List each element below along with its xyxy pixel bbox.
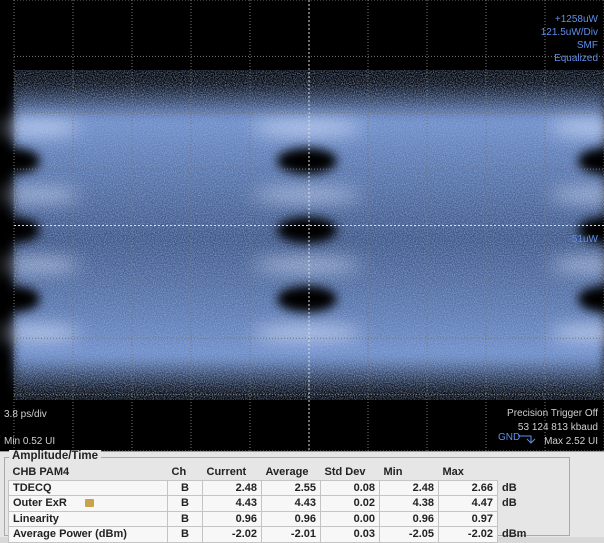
unit-header <box>498 465 537 480</box>
value-cell: 2.48 <box>203 480 262 496</box>
channel: B <box>168 527 203 543</box>
value-cell: 0.08 <box>321 480 380 496</box>
value-cell: 0.96 <box>380 511 439 527</box>
rate-label: 53 124 813 kbaud <box>518 422 598 433</box>
value-cell: 4.43 <box>203 496 262 512</box>
row-label-text: Outer ExR <box>13 497 67 509</box>
value-cell: 4.47 <box>439 496 498 512</box>
value-cell: 2.66 <box>439 480 498 496</box>
column-header: Ch <box>168 465 203 480</box>
value-cell: -2.05 <box>380 527 439 543</box>
offset-label: -51uW <box>569 234 599 245</box>
panel-title: Amplitude/Time <box>9 450 101 462</box>
column-header: Std Dev <box>321 465 380 480</box>
row-label: Average Power (dBm) <box>9 527 168 543</box>
channel: B <box>168 496 203 512</box>
scale-label: +1258uW <box>555 14 599 25</box>
value-cell: 0.96 <box>262 511 321 527</box>
row-label-text: TDECQ <box>13 482 52 494</box>
trigger-label: Precision Trigger Off <box>507 408 598 419</box>
value-cell: 0.96 <box>203 511 262 527</box>
column-header: Max <box>439 465 498 480</box>
column-header: CHB PAM4 <box>9 465 168 480</box>
scale-label: 121.5uW/Div <box>541 27 598 38</box>
column-header: Min <box>380 465 439 480</box>
channel: B <box>168 511 203 527</box>
scale-label: SMF <box>577 40 598 51</box>
lock-icon <box>85 499 94 507</box>
value-cell: -2.02 <box>203 527 262 543</box>
row-label-text: Linearity <box>13 513 59 525</box>
row-label-text: Average Power (dBm) <box>13 528 127 540</box>
timebase-label: 3.8 ps/div <box>4 409 47 420</box>
row-label: Outer ExR <box>9 496 168 512</box>
column-header: Average <box>262 465 321 480</box>
value-cell: 0.00 <box>321 511 380 527</box>
min-ui-label: Min 0.52 UI <box>4 436 55 447</box>
unit-empty <box>498 511 537 527</box>
unit: dB <box>498 496 537 512</box>
value-cell: 0.03 <box>321 527 380 543</box>
value-cell: 0.02 <box>321 496 380 512</box>
scope-screen: +1258uW 121.5uW/Div SMF Equalized -51uW … <box>0 0 604 451</box>
row-label: Linearity <box>9 511 168 527</box>
page: {"screen": { "top_right": ["+1258uW", "1… <box>0 0 604 537</box>
eye-diagram <box>0 70 604 400</box>
scale-label: Equalized <box>554 53 598 64</box>
unit: dB <box>498 480 537 496</box>
value-cell: 2.55 <box>262 480 321 496</box>
column-header: Current <box>203 465 262 480</box>
gnd-label: GND <box>498 432 520 443</box>
value-cell: 4.43 <box>262 496 321 512</box>
value-cell: -2.02 <box>439 527 498 543</box>
unit: dBm <box>498 527 537 543</box>
value-cell: 4.38 <box>380 496 439 512</box>
value-cell: -2.01 <box>262 527 321 543</box>
channel: B <box>168 480 203 496</box>
value-cell: 0.97 <box>439 511 498 527</box>
value-cell: 2.48 <box>380 480 439 496</box>
max-ui-label: Max 2.52 UI <box>544 436 598 447</box>
row-label: TDECQ <box>9 480 168 496</box>
